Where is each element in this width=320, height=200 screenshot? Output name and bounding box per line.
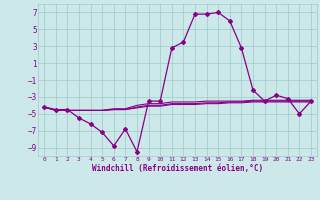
X-axis label: Windchill (Refroidissement éolien,°C): Windchill (Refroidissement éolien,°C) bbox=[92, 164, 263, 173]
